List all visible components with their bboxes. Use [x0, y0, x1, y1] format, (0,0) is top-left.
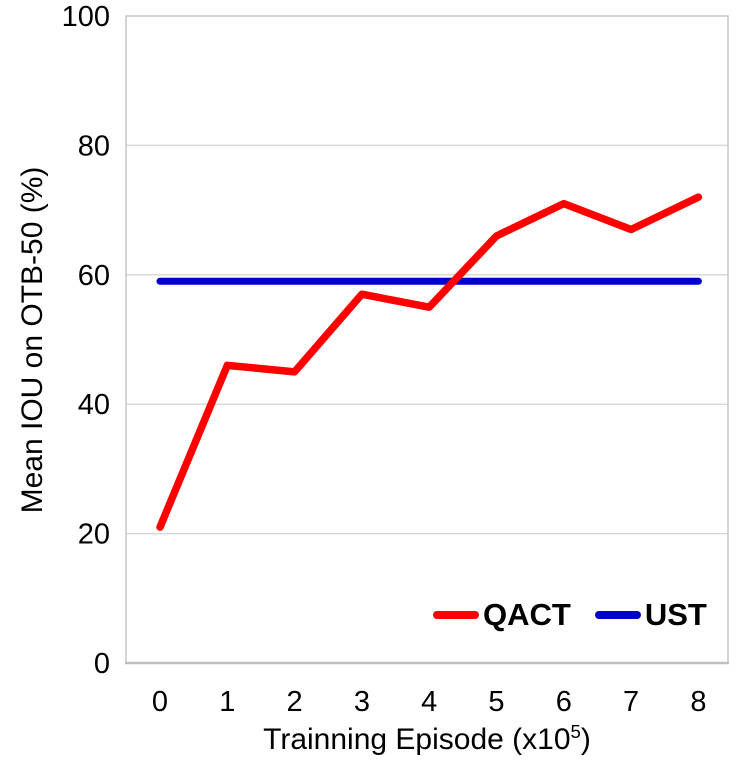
series-line-qact	[156, 193, 703, 531]
legend-label-ust: UST	[644, 597, 707, 632]
x-tick-label: 5	[488, 686, 504, 718]
x-tick-label: 2	[287, 686, 303, 718]
plot-border	[125, 15, 729, 664]
y-tick-label: 40	[78, 389, 110, 421]
legend-label-qact: QACT	[483, 597, 571, 632]
y-axis-title: Mean IOU on OTB-50 (%)	[16, 166, 49, 514]
legend: QACT UST	[433, 598, 707, 632]
y-tick-label: 20	[78, 519, 110, 551]
legend-item-ust: UST	[594, 597, 707, 632]
x-tick-label: 3	[354, 686, 370, 718]
legend-item-qact: QACT	[433, 598, 571, 632]
qact-line-swatch	[433, 611, 479, 619]
x-tick-label: 6	[556, 686, 572, 718]
x-tick-label: 4	[421, 686, 437, 718]
y-tick-label: 80	[78, 130, 110, 162]
ust-line-swatch	[594, 611, 641, 619]
x-tick-label: 7	[623, 686, 639, 718]
x-axis-title: Trainning Episode (x105)	[126, 720, 728, 760]
x-tick-label: 0	[152, 686, 168, 718]
x-axis-title-superscript: 5	[570, 721, 581, 742]
y-tick-label: 100	[62, 1, 110, 33]
x-axis-title-suffix: )	[580, 723, 591, 756]
x-axis-title-text: Trainning Episode (x10	[263, 723, 571, 756]
y-tick-label: 0	[94, 648, 110, 680]
x-tick-label: 8	[690, 686, 706, 718]
y-tick-label: 60	[78, 260, 110, 292]
x-tick-label: 1	[219, 686, 235, 718]
